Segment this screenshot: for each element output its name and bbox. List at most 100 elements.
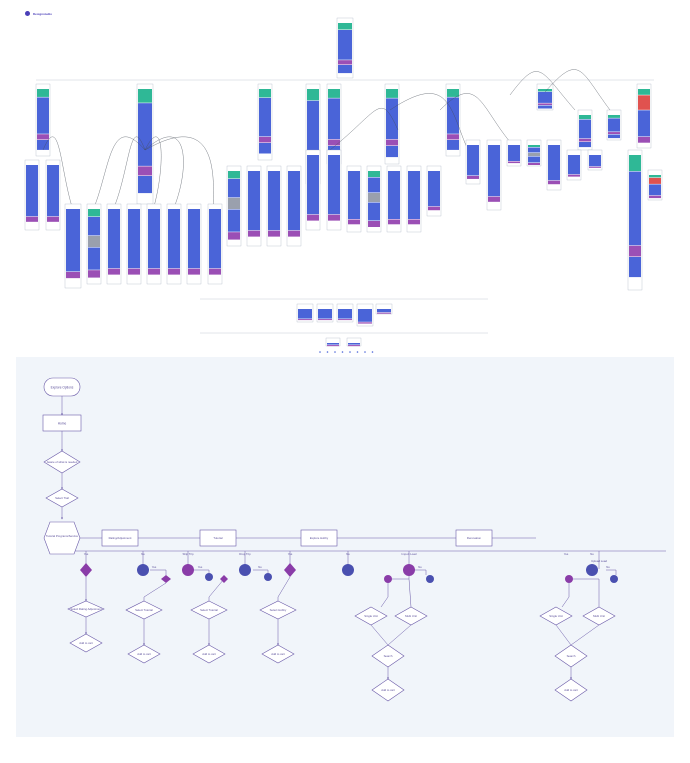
sitemap-card [226, 165, 242, 247]
sitemap-link [544, 69, 611, 111]
sitemap-card [536, 83, 554, 111]
task-label: Select Rating Adjustment [70, 607, 101, 611]
sitemap-card [426, 165, 442, 217]
sitemap-footer-dot [364, 351, 366, 353]
sitemap-card [384, 83, 400, 165]
sitemap-card [86, 203, 102, 285]
task-label: Multi Unit [593, 614, 605, 618]
decision-aware-node [43, 450, 81, 474]
sitemap-footer-dot [356, 351, 359, 353]
sitemap-card [207, 203, 223, 285]
tutorial-programs-node [43, 521, 81, 555]
small-branch-label: No [418, 565, 422, 569]
home-label: Home [58, 422, 67, 426]
final-label: Search [567, 654, 576, 658]
task-node [539, 606, 573, 626]
sitemap-card [606, 109, 622, 141]
sitemap-footer-dot [371, 351, 374, 353]
sitemap-card [386, 165, 402, 233]
decision-trail-label: Select Trail [55, 496, 69, 500]
branch-label: Drop Trip [239, 552, 251, 556]
small-branch-label: No [606, 565, 610, 569]
sitemap-footer-dot [334, 351, 336, 353]
sitemap-card [286, 165, 302, 247]
sitemap-card [506, 139, 522, 167]
start-label: Explore Options [51, 386, 74, 390]
sitemap-card [146, 203, 162, 285]
branch-label: Yes [84, 552, 89, 556]
sitemap-card [577, 109, 593, 151]
decision-aware-label: Aware of what is needed [47, 460, 78, 464]
sitemap-card [346, 337, 362, 347]
sitemap-card [566, 149, 582, 181]
branch-label: Yes [288, 552, 293, 556]
sitemap-card [45, 159, 61, 231]
brand-logo-icon [25, 11, 30, 16]
sitemap-card [316, 303, 334, 323]
category-node [300, 529, 338, 547]
category-node [101, 529, 139, 547]
branch-label: No [141, 552, 145, 556]
sitemap-card [587, 149, 603, 171]
sitemap-footer-dot [326, 351, 329, 353]
sitemap-card [35, 83, 51, 157]
small-branch-label: Yes [152, 565, 157, 569]
final-node [371, 678, 405, 702]
sitemap-card [406, 165, 422, 233]
sitemap-card [486, 139, 502, 211]
sitemap-card [136, 83, 154, 205]
sitemap-root-card [336, 17, 354, 79]
sitemap-card [166, 203, 182, 285]
branch-label: No [590, 552, 594, 556]
tutorial-programs-label: Tutorial Programs/Service [46, 534, 79, 538]
final-node [192, 644, 226, 664]
final-node [554, 678, 588, 702]
branch-label: Import Load [402, 552, 417, 556]
sitemap-card [186, 203, 202, 285]
category-node [199, 529, 237, 547]
sitemap-card [305, 149, 321, 231]
sitemap-card [296, 303, 314, 323]
category-label: Rating/Adjustment [109, 536, 132, 540]
task-node [354, 606, 388, 626]
task-label: Select Hobby [270, 608, 287, 612]
category-node [455, 529, 493, 547]
category-label: Renovation [467, 536, 482, 540]
sitemap-card [64, 203, 82, 289]
sitemap-card [546, 139, 562, 191]
sitemap-link [389, 93, 469, 151]
branch-label: No [346, 552, 350, 556]
sitemap-footer-dot [341, 351, 344, 353]
final-node [261, 644, 295, 664]
sitemap-card [24, 159, 40, 231]
final-node [371, 644, 405, 668]
sitemap-card [445, 83, 461, 157]
sitemap-card [106, 203, 122, 285]
sitemap-card [526, 139, 542, 167]
task-label: Single Unit [549, 614, 563, 618]
sitemap-link [42, 136, 74, 211]
sitemap-card [356, 303, 374, 327]
task-label: Single Unit [364, 614, 378, 618]
sitemap-card [326, 149, 342, 231]
sitemap-diagram [24, 17, 663, 353]
user-flow-diagram: Explore Options Home Aware of what is ne… [42, 377, 666, 702]
user-flow-panel: Explore Options Home Aware of what is ne… [16, 357, 674, 737]
task-label: Select Tutorial [200, 608, 218, 612]
task-node [190, 600, 228, 620]
final-label: Add to cart [381, 688, 395, 692]
task-node [67, 600, 105, 618]
sitemap-footer-dot [349, 351, 351, 353]
final-label: Add to cart [271, 652, 285, 656]
final-label: Add to cart [564, 688, 578, 692]
sitemap-card [326, 83, 342, 165]
sitemap-card [647, 169, 663, 201]
sitemap-card [627, 149, 643, 291]
sitemap-link [144, 136, 214, 211]
task-node [394, 606, 428, 626]
final-label: Add to cart [202, 652, 216, 656]
sitemap-link [439, 93, 518, 151]
final-node [127, 644, 161, 664]
sitemap-card [366, 165, 382, 233]
final-node [69, 633, 103, 653]
